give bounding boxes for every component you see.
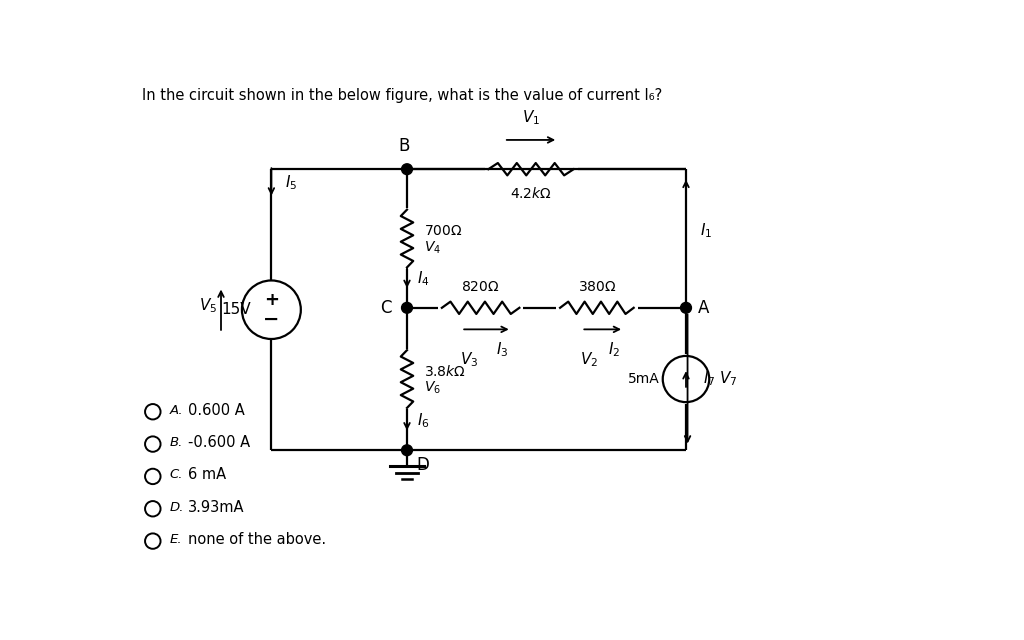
Text: none of the above.: none of the above. xyxy=(187,532,326,547)
Text: −: − xyxy=(263,310,280,328)
Text: $380\Omega$: $380\Omega$ xyxy=(578,280,616,294)
Text: In the circuit shown in the below figure, what is the value of current I₆?: In the circuit shown in the below figure… xyxy=(142,88,663,103)
Text: $I_2$: $I_2$ xyxy=(608,340,621,359)
Text: $I_4$: $I_4$ xyxy=(417,269,430,288)
Text: C: C xyxy=(380,299,391,317)
Text: 15V: 15V xyxy=(221,302,251,317)
Text: $4.2k\Omega$: $4.2k\Omega$ xyxy=(510,186,552,201)
Text: B: B xyxy=(398,138,410,156)
Circle shape xyxy=(401,445,413,456)
Text: $V_1$: $V_1$ xyxy=(522,108,540,127)
Text: $I_7$: $I_7$ xyxy=(703,370,716,388)
Text: $V_3$: $V_3$ xyxy=(460,350,478,369)
Text: $I_3$: $I_3$ xyxy=(496,340,509,359)
Text: B.: B. xyxy=(170,436,183,449)
Text: A.: A. xyxy=(170,404,183,417)
Text: D: D xyxy=(417,456,429,474)
Text: $820\Omega$: $820\Omega$ xyxy=(462,280,500,294)
Text: 3.93mA: 3.93mA xyxy=(187,500,244,515)
Circle shape xyxy=(401,164,413,175)
Circle shape xyxy=(681,303,691,313)
Text: 0.600 A: 0.600 A xyxy=(187,403,245,418)
Text: C.: C. xyxy=(170,468,183,481)
Text: D.: D. xyxy=(170,500,184,514)
Text: $V_5$: $V_5$ xyxy=(199,296,217,316)
Text: $I_5$: $I_5$ xyxy=(286,173,298,193)
Text: A: A xyxy=(697,299,709,317)
Text: $700\Omega$: $700\Omega$ xyxy=(424,224,463,238)
Text: $V_6$: $V_6$ xyxy=(424,380,441,396)
Circle shape xyxy=(401,303,413,313)
Text: +: + xyxy=(264,291,279,310)
Text: E.: E. xyxy=(170,533,182,546)
Text: $V_4$: $V_4$ xyxy=(424,239,441,256)
Text: $V_2$: $V_2$ xyxy=(580,350,598,369)
Text: $V_7$: $V_7$ xyxy=(719,370,737,388)
Text: $I_6$: $I_6$ xyxy=(417,412,430,430)
Text: $3.8k\Omega$: $3.8k\Omega$ xyxy=(424,364,466,379)
Text: $I_1$: $I_1$ xyxy=(700,221,712,240)
Text: 6 mA: 6 mA xyxy=(187,467,226,483)
Text: -0.600 A: -0.600 A xyxy=(187,435,250,450)
Text: 5mA: 5mA xyxy=(628,372,659,386)
